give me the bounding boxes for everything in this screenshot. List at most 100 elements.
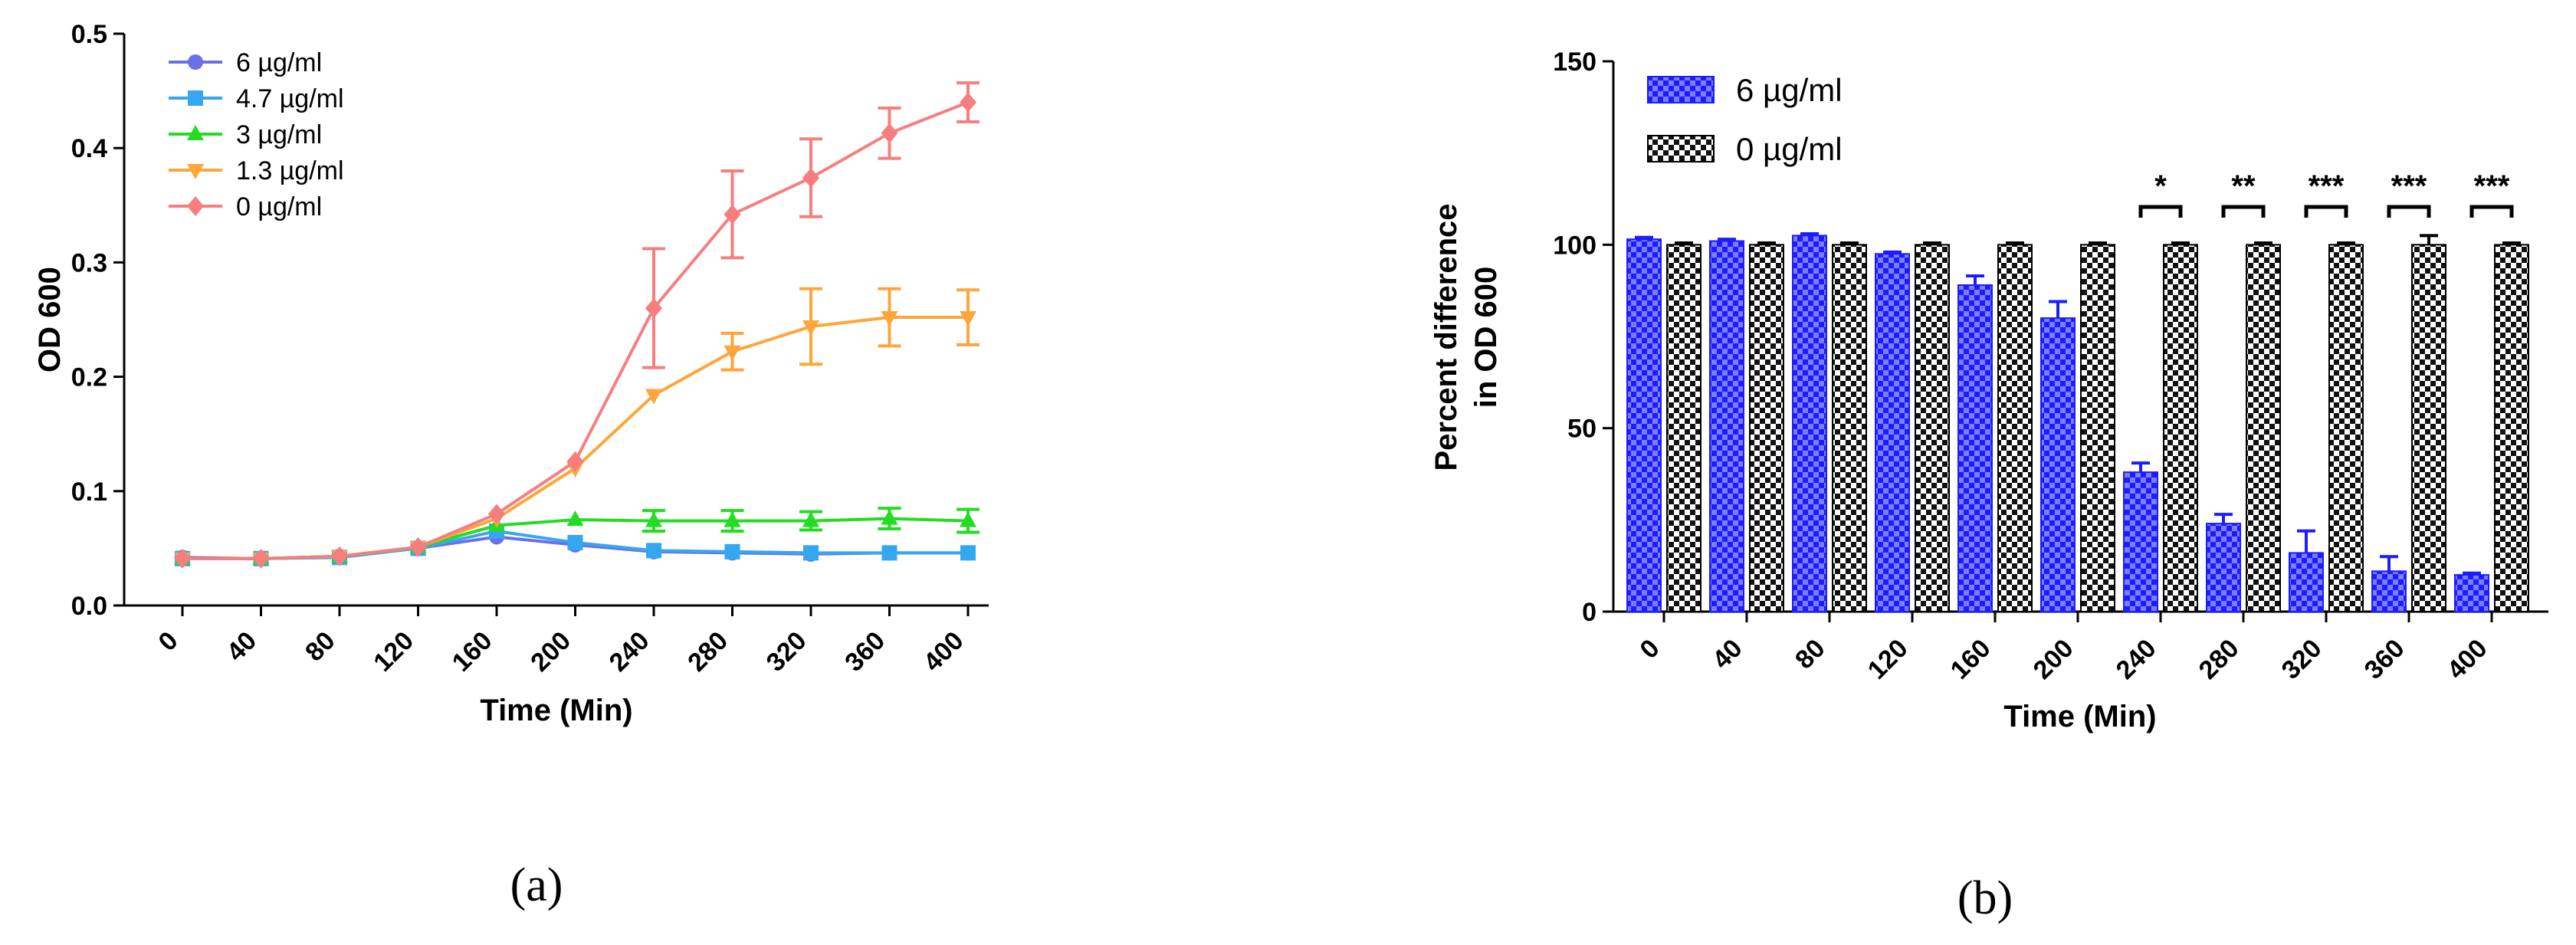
significance-bracket (2221, 205, 2266, 218)
data-point (960, 511, 976, 527)
bar (2328, 244, 2364, 612)
legend-marker (187, 125, 204, 140)
data-point (724, 543, 740, 559)
series-3 (174, 287, 980, 568)
data-point (881, 311, 898, 327)
data-point (252, 548, 270, 569)
bar (2163, 244, 2198, 612)
series-1 (1666, 234, 2529, 612)
panel-a-axes: 0.0 0.1 0.2 0.3 0.4 0.5 0 40 80 120 160 200 240 280 32… (71, 20, 989, 678)
bar (2206, 523, 2241, 612)
y-tick-label: 50 (1567, 415, 1596, 444)
data-point (646, 543, 661, 559)
x-tick-label: 120 (1862, 634, 1914, 685)
x-tick-label: 80 (300, 626, 341, 668)
x-tick-label: 320 (2276, 634, 2328, 685)
significance-stars: * (2154, 169, 2167, 203)
data-point (881, 509, 898, 525)
bar (1709, 240, 1744, 612)
series-0 (1626, 231, 2489, 613)
bar (1957, 284, 1993, 612)
bar (2454, 574, 2489, 613)
significance-stars: *** (2391, 169, 2427, 203)
significance-stars: *** (2309, 169, 2345, 203)
data-point (960, 311, 976, 327)
significance-bracket (2469, 205, 2514, 218)
data-point (567, 534, 583, 550)
significance-stars: ** (2231, 169, 2256, 203)
x-tick-label: 120 (368, 626, 419, 678)
panel-a-y-axis-label: OD 600 (33, 267, 67, 372)
legend-label: 0 µg/ml (1736, 131, 1843, 167)
x-tick-label: 280 (2194, 634, 2245, 685)
significance-bracket (2387, 205, 2431, 218)
panel-b-y-axis-label-line1: Percent difference (1429, 203, 1463, 471)
panel-b-y-axis-label-line2: in OD 600 (1469, 267, 1503, 409)
legend-item-0: 6 µg/ml (1647, 72, 1843, 108)
data-point (566, 510, 584, 527)
x-tick-label: 280 (682, 626, 733, 678)
data-point (803, 545, 819, 561)
panel-b-x-axis-label: Time (Min) (2003, 700, 2156, 733)
bar (1875, 253, 1910, 612)
panel-a-legend: 6 µg/ml 4.7 µg/ml 3 µg/ml 1.3 µg/ml 0 µg/ml (169, 48, 344, 221)
y-tick-label: 0.2 (71, 363, 107, 392)
y-tick-label: 0.5 (71, 20, 107, 49)
bar (2040, 317, 2076, 612)
x-tick-label: 200 (525, 626, 576, 678)
data-point (331, 546, 348, 566)
panel-a-line-chart: 0.0 0.1 0.2 0.3 0.4 0.5 0 40 80 120 160 200 240 280 32… (33, 20, 989, 911)
bar (1626, 238, 1662, 612)
legend-marker (187, 164, 204, 179)
bar (2289, 552, 2324, 612)
bar (1832, 244, 1867, 612)
data-point (960, 92, 976, 113)
data-point (566, 451, 584, 472)
x-tick-label: 240 (604, 626, 655, 678)
legend-item-1: 4.7 µg/ml (169, 84, 344, 113)
series-4 (174, 81, 980, 569)
data-point (881, 123, 898, 143)
x-tick-label: 200 (2028, 634, 2079, 685)
bar (1792, 235, 1827, 612)
panel-a-label: (a) (510, 859, 563, 911)
y-tick-label: 150 (1553, 48, 1596, 77)
panel-b-legend: 6 µg/ml 0 µg/ml (1647, 72, 1843, 167)
legend-marker (187, 196, 204, 216)
data-point (645, 298, 662, 319)
series-1 (175, 523, 976, 566)
bar (1666, 244, 1701, 612)
x-tick-label: 40 (222, 626, 263, 668)
x-tick-label: 0 (153, 626, 183, 657)
legend-label: 6 µg/ml (1736, 72, 1843, 108)
bar (2123, 471, 2158, 613)
data-point (409, 536, 427, 557)
legend-marker (188, 54, 203, 70)
bar (2371, 570, 2407, 613)
legend-item-4: 0 µg/ml (169, 192, 322, 221)
legend-marker (188, 90, 203, 106)
legend-label: 3 µg/ml (236, 120, 322, 149)
x-tick-label: 0 (1634, 634, 1665, 664)
x-tick-label: 80 (1790, 634, 1831, 675)
panel-b-y-axis-label: Percent difference in OD 600 (1429, 203, 1503, 471)
significance-markers: * ** *** *** *** (2138, 169, 2514, 218)
x-tick-label: 160 (447, 626, 498, 678)
bar (1915, 244, 1950, 612)
x-tick-label: 400 (918, 626, 970, 678)
data-point (645, 389, 662, 405)
data-point (724, 345, 741, 361)
bar (2494, 244, 2529, 612)
y-tick-label: 0.4 (71, 134, 107, 163)
bar (2411, 244, 2446, 612)
data-point (645, 511, 662, 527)
panel-b-series: * ** *** *** *** (1626, 169, 2529, 613)
significance-bracket (2138, 205, 2183, 218)
data-point (881, 545, 897, 561)
bar (1749, 244, 1784, 612)
x-tick-label: 240 (2111, 634, 2162, 685)
x-tick-label: 360 (839, 626, 891, 678)
legend-label: 4.7 µg/ml (236, 84, 344, 113)
significance-bracket (2304, 205, 2348, 218)
panel-b-bar-chart: 0 50 100 150 0 40 80 120 160 200 240 280 320 360 400 *… (1429, 48, 2548, 924)
